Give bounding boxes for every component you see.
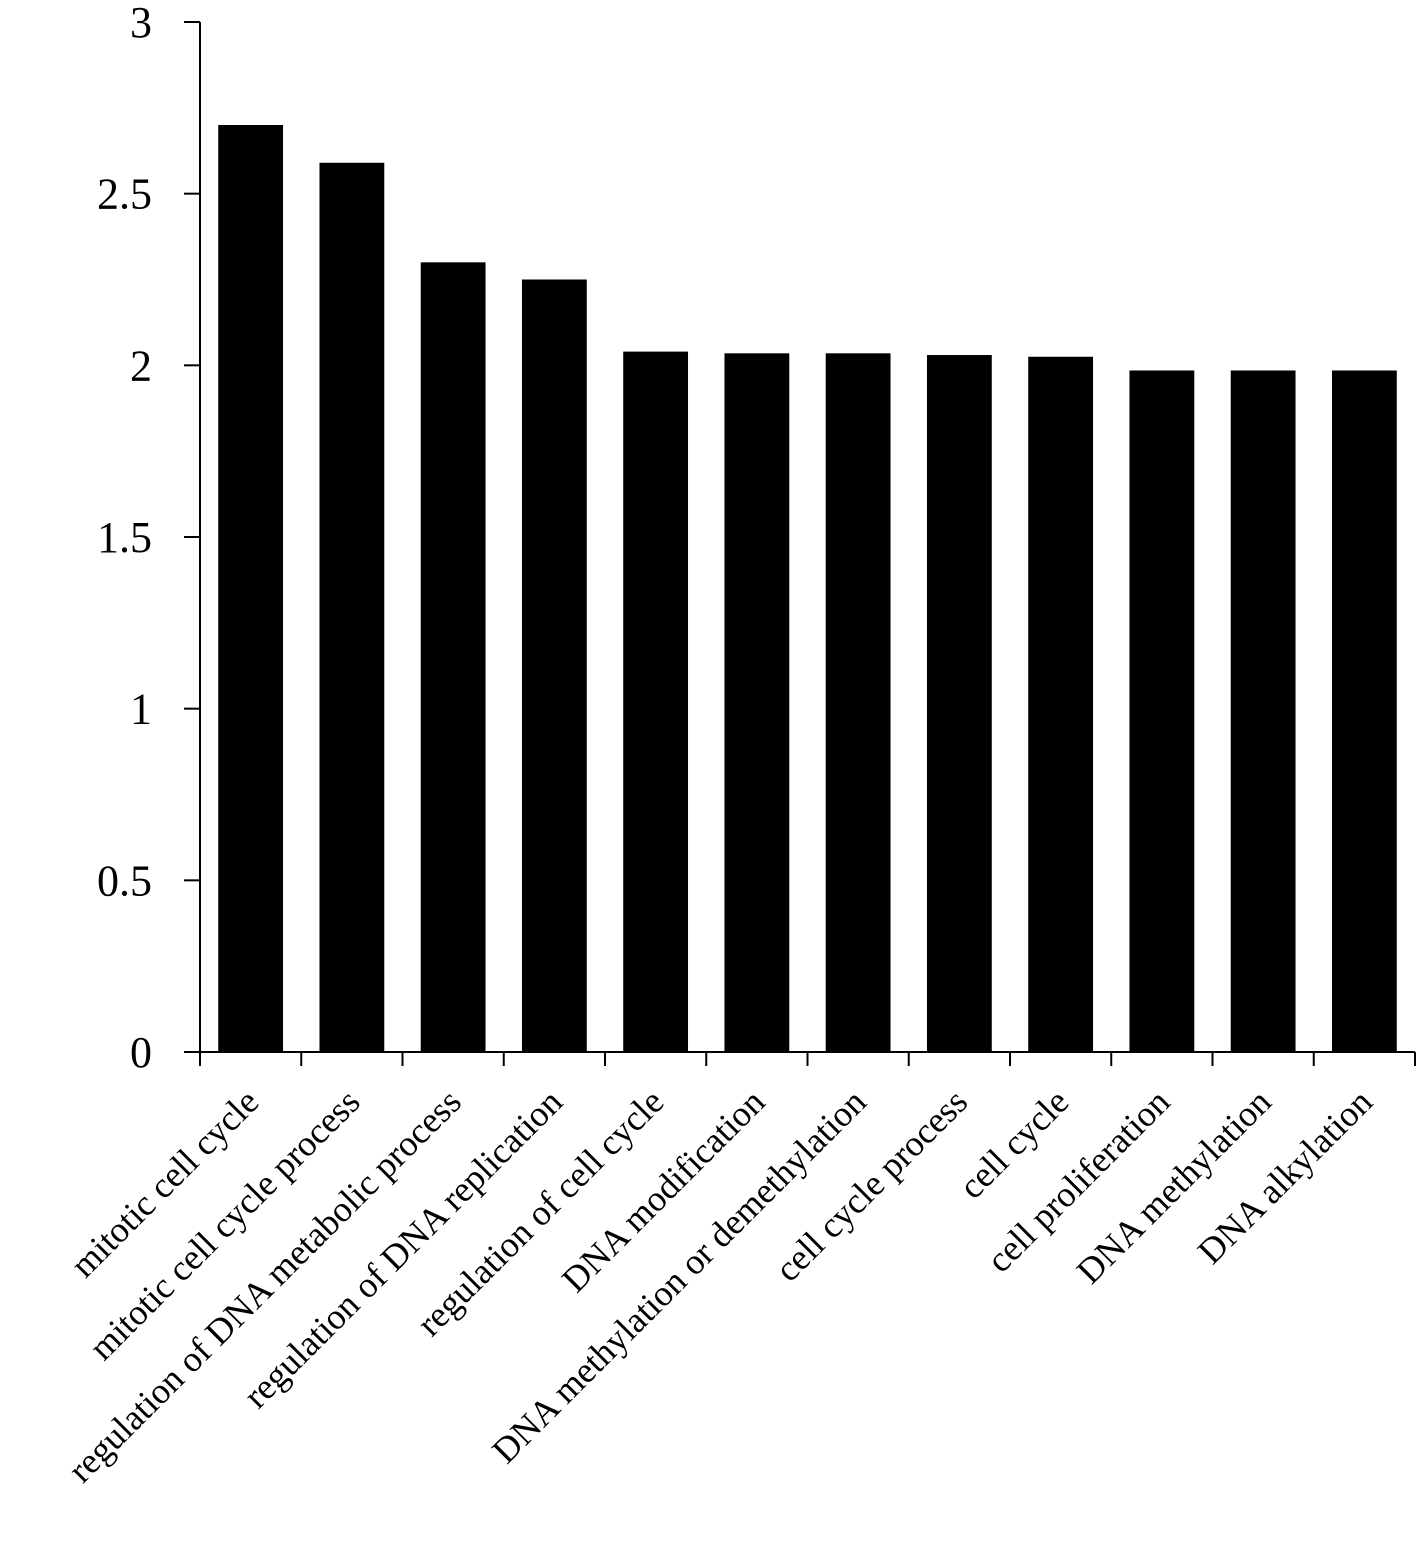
bar xyxy=(319,162,385,1052)
y-tick-label: 1.5 xyxy=(97,513,152,562)
bar xyxy=(1230,370,1296,1052)
y-tick-label: 0 xyxy=(130,1028,152,1077)
bar xyxy=(420,262,486,1052)
x-category-label: regulation of DNA metabolic process xyxy=(60,1081,469,1490)
bar xyxy=(521,279,587,1052)
x-category-label: DNA alkylation xyxy=(1190,1081,1380,1271)
bar xyxy=(724,353,790,1053)
x-ticks-group xyxy=(199,1052,1416,1066)
y-tick-label: 2.5 xyxy=(97,170,152,219)
x-category-label: cell cycle process xyxy=(767,1081,975,1289)
x-category-label: DNA methylation or demethylation xyxy=(484,1081,874,1471)
bar xyxy=(623,351,689,1053)
y-ticks-group: 0 0.5 1 1.5 2 2.5 3 xyxy=(97,0,200,1077)
x-category-label: mitotic cell cycle xyxy=(63,1081,267,1285)
bars-group xyxy=(218,125,1397,1053)
y-tick-label: 0.5 xyxy=(97,856,152,905)
bar xyxy=(1028,356,1094,1052)
bar xyxy=(926,355,992,1052)
y-tick-label: 1 xyxy=(130,685,152,734)
x-category-label: cell proliferation xyxy=(979,1081,1178,1280)
bar xyxy=(218,125,284,1052)
y-tick-label: 3 xyxy=(130,0,152,47)
bar xyxy=(1129,370,1195,1052)
bar xyxy=(825,353,891,1053)
bar xyxy=(1331,370,1397,1052)
y-tick-label: 2 xyxy=(130,341,152,390)
